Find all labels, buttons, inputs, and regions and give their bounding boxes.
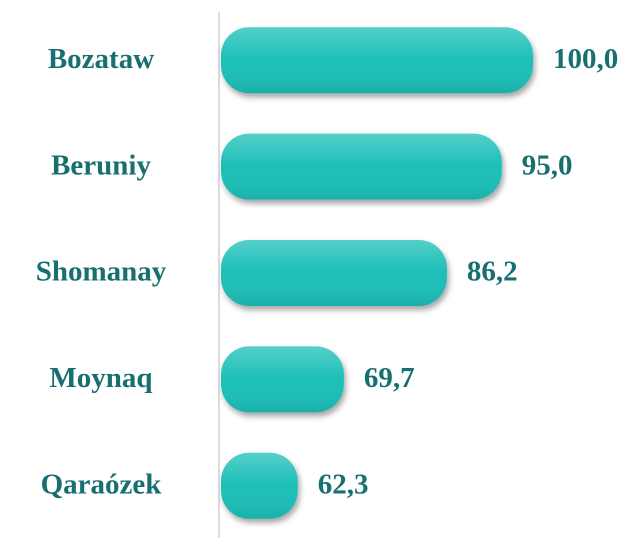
value-label: 86,2 [467,256,518,288]
bar-shine [221,133,502,200]
value-label: 62,3 [318,468,369,500]
value-label: 100,0 [553,43,618,75]
bar-shine [221,346,344,413]
category-label: Bozataw [48,43,154,75]
bar-shine [221,452,298,519]
bar-shine [221,240,447,306]
category-label: Shomanay [36,256,167,288]
category-label: Moynaq [49,362,152,394]
bar-shine [221,27,533,94]
value-label: 69,7 [364,362,415,394]
category-label: Qaraózek [41,468,163,500]
value-label: 95,0 [522,149,573,181]
category-label: Beruniy [51,149,151,181]
